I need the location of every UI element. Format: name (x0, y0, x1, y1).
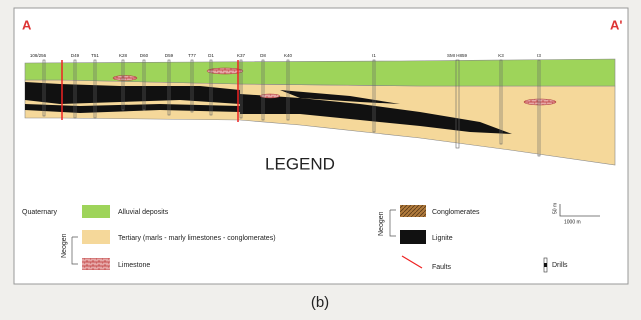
legend-label: Faults (432, 264, 452, 271)
legend-swatch (82, 205, 110, 218)
drill-label: D59 (165, 53, 174, 58)
legend-swatch (400, 205, 426, 217)
scale-label: 1000 m (564, 219, 581, 225)
legend-label: Neogen (61, 233, 68, 258)
drill-label: 108/256 (30, 53, 47, 58)
section-start: A (22, 17, 32, 32)
drill-label: D1 (208, 53, 214, 58)
drill-label: I3 (537, 53, 541, 58)
drill-label: T51 (91, 53, 99, 58)
drill-label: I1 (372, 53, 376, 58)
legend-label: Conglomerates (432, 209, 480, 216)
legend-title: LEGEND (265, 154, 335, 173)
legend-swatch (82, 230, 110, 244)
drill-label: D60 (140, 53, 149, 58)
legend-swatch (82, 258, 110, 270)
limestone-lens (260, 94, 280, 98)
drill-label: D8 (260, 53, 266, 58)
figure: A A' 108/256 D49 T51 K28 D60 D59 T77 D1 K37 D8 K40… (0, 0, 641, 320)
scale-label: 50 m (552, 203, 558, 214)
drill-label: K28 (119, 53, 128, 58)
drill-label: K40 (284, 53, 293, 58)
drill-label: SMI H859 (447, 53, 468, 58)
limestone-lens (113, 76, 137, 81)
section-end: A' (610, 17, 622, 32)
drill-icon (544, 263, 547, 267)
legend-label: Lignite (432, 235, 453, 242)
legend-swatch (400, 230, 426, 244)
drill-label: K3 (498, 53, 504, 58)
legend-label: Neogen (378, 211, 385, 236)
legend-label: Drills (552, 262, 568, 269)
drill-label: K37 (237, 53, 246, 58)
legend-label: Alluvial deposits (118, 209, 169, 216)
drill-label: D49 (71, 53, 80, 58)
drill-label: T77 (188, 53, 196, 58)
caption: (b) (311, 294, 329, 311)
legend-label: Limestone (118, 262, 150, 269)
legend-label: Quaternary (22, 209, 58, 216)
legend-label: Tertiary (marls - marly limestones - con… (118, 235, 276, 242)
